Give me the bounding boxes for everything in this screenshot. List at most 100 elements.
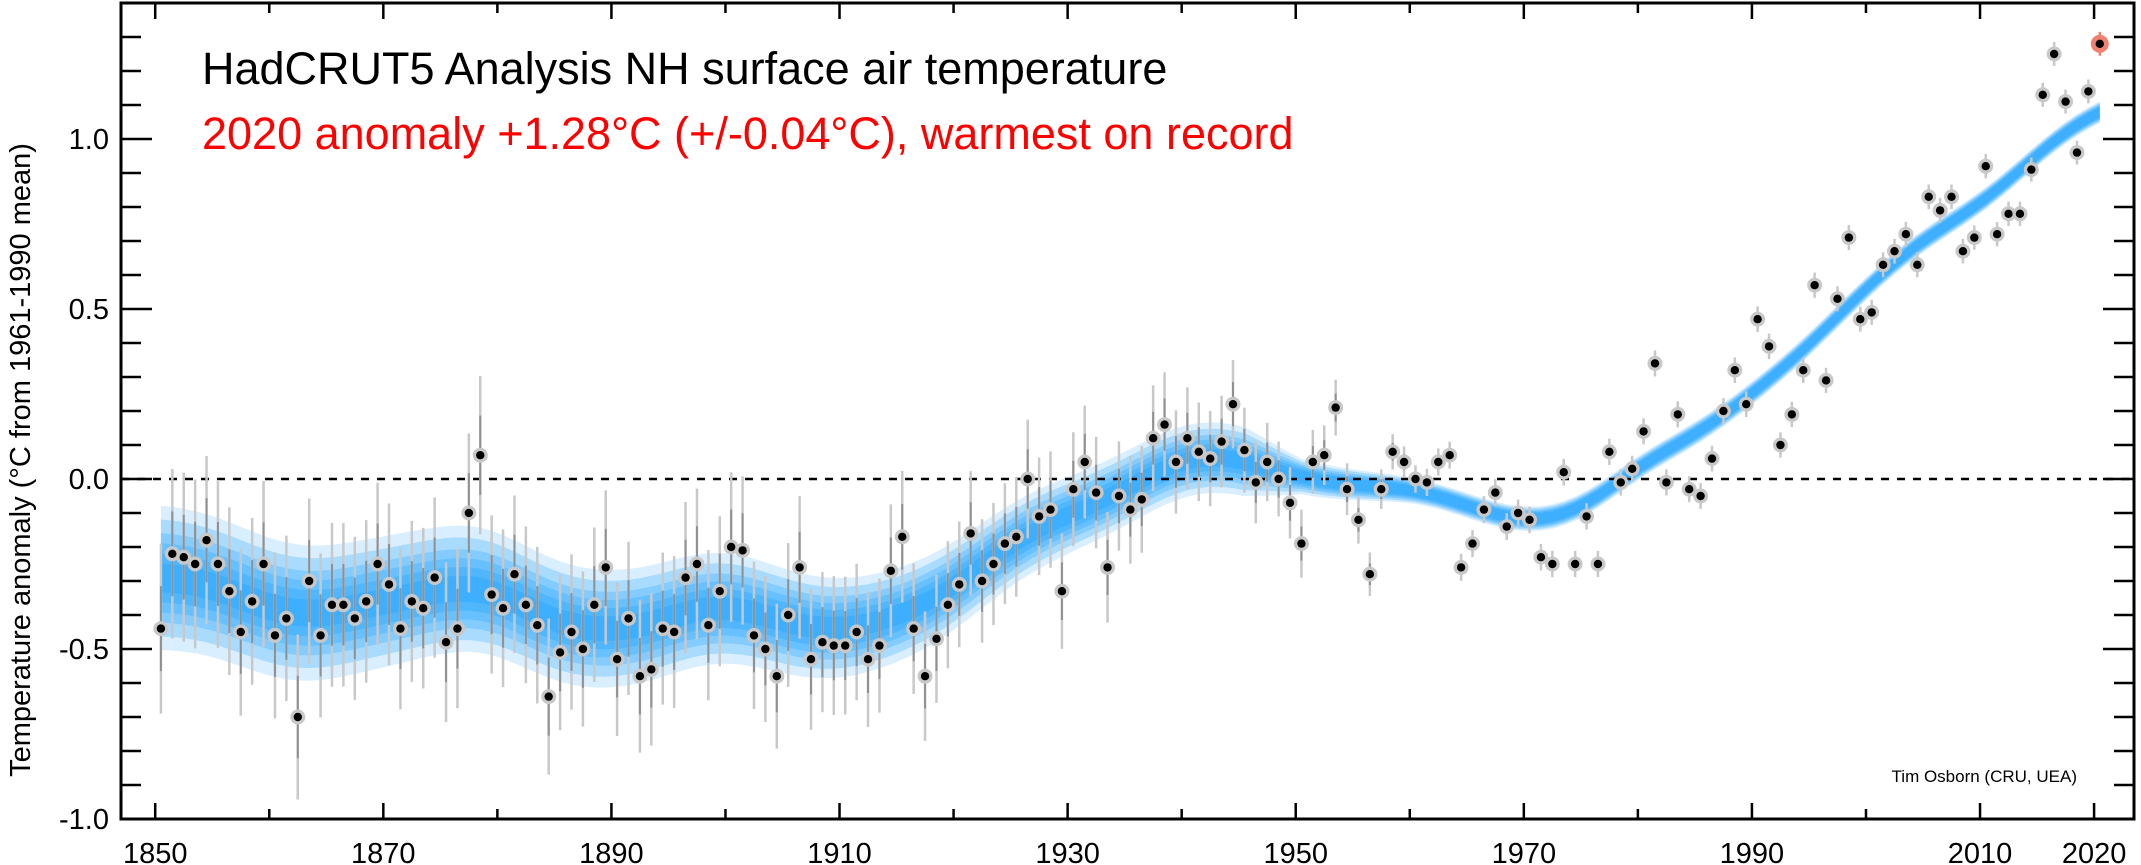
data-point	[1513, 508, 1523, 518]
x-tick-label: 1910	[807, 838, 872, 865]
data-point	[327, 600, 337, 609]
data-point	[681, 573, 690, 582]
data-point	[1935, 206, 1945, 215]
data-point	[2015, 209, 2025, 218]
data-point	[795, 563, 804, 572]
data-point	[407, 597, 417, 606]
data-point	[1821, 376, 1831, 385]
data-point	[270, 631, 280, 640]
data-point	[1274, 474, 1283, 484]
data-point	[476, 451, 485, 460]
data-point	[1536, 553, 1546, 562]
data-point	[635, 672, 645, 681]
x-tick-label: 2010	[1948, 838, 2013, 865]
data-point	[783, 610, 793, 620]
data-point	[578, 644, 588, 654]
data-point	[1320, 451, 1329, 460]
data-point	[1479, 505, 1489, 514]
data-point	[1856, 315, 1865, 324]
data-point	[647, 665, 656, 674]
data-point	[875, 641, 884, 650]
data-point	[1593, 559, 1603, 569]
data-point	[430, 573, 439, 582]
data-point	[726, 542, 736, 552]
data-point	[1764, 342, 1774, 351]
data-point	[156, 624, 166, 633]
data-point	[1046, 505, 1055, 514]
data-point	[841, 641, 850, 650]
data-point	[1776, 440, 1785, 450]
data-point	[1913, 260, 1922, 269]
data-point	[624, 614, 633, 623]
x-tick-label: 1890	[579, 838, 644, 865]
data-point	[282, 614, 291, 623]
data-point	[567, 627, 576, 637]
data-point	[1308, 457, 1318, 467]
data-point	[1627, 464, 1637, 473]
data-point	[259, 559, 268, 569]
data-point	[2049, 49, 2059, 59]
data-point	[1844, 233, 1854, 242]
data-point	[225, 587, 234, 596]
data-point	[909, 624, 918, 633]
data-point	[419, 604, 428, 613]
data-point	[1445, 451, 1454, 460]
data-point	[293, 712, 302, 722]
data-point	[1878, 260, 1888, 269]
y-tick-label: 1.0	[69, 124, 109, 156]
data-point	[852, 627, 861, 637]
data-point	[1924, 192, 1933, 201]
data-point	[1696, 491, 1705, 501]
data-point	[396, 624, 405, 633]
y-tick-label: -0.5	[59, 634, 109, 666]
data-point	[2061, 97, 2070, 106]
data-point	[590, 600, 599, 609]
data-point	[202, 536, 211, 545]
attribution: Tim Osborn (CRU, UEA)	[1892, 767, 2077, 786]
data-point	[1673, 410, 1682, 419]
data-point	[236, 627, 245, 637]
x-tick-label: 1990	[1720, 838, 1785, 865]
data-point	[1137, 495, 1146, 504]
data-point	[1787, 410, 1797, 419]
data-point	[1548, 559, 1557, 569]
data-point	[1639, 427, 1648, 436]
data-point	[1091, 488, 1101, 497]
uncertainty-band-layer	[160, 106, 2100, 650]
data-point	[1662, 478, 1671, 487]
data-point	[1502, 522, 1511, 531]
data-point	[829, 641, 839, 650]
data-point	[692, 559, 702, 569]
data-point	[886, 566, 896, 575]
data-point	[304, 576, 314, 586]
data-point	[1833, 294, 1842, 303]
data-point	[498, 604, 508, 613]
data-point	[989, 559, 998, 569]
data-point	[453, 624, 462, 633]
data-point	[1901, 230, 1911, 239]
x-tick-label: 1970	[1492, 838, 1557, 865]
data-point	[1297, 539, 1306, 548]
data-point	[1148, 434, 1158, 443]
data-point	[521, 600, 531, 609]
data-point	[1650, 359, 1660, 368]
smoothed-band	[160, 101, 2100, 688]
axes	[119, 1, 2136, 821]
data-point	[533, 621, 542, 630]
data-point	[1194, 447, 1203, 456]
data-point	[1456, 563, 1466, 572]
data-point	[2004, 209, 2013, 218]
data-point	[1023, 474, 1032, 484]
data-point	[555, 648, 565, 657]
data-point	[1958, 247, 1968, 256]
data-point	[350, 614, 360, 623]
data-point	[1285, 498, 1295, 507]
data-point	[1251, 478, 1261, 487]
data-point	[316, 631, 325, 640]
data-point	[955, 580, 964, 589]
data-point	[1069, 485, 1078, 494]
data-point	[1616, 478, 1625, 487]
data-point	[1468, 539, 1477, 548]
data-point	[806, 655, 816, 664]
data-point	[1000, 539, 1010, 548]
